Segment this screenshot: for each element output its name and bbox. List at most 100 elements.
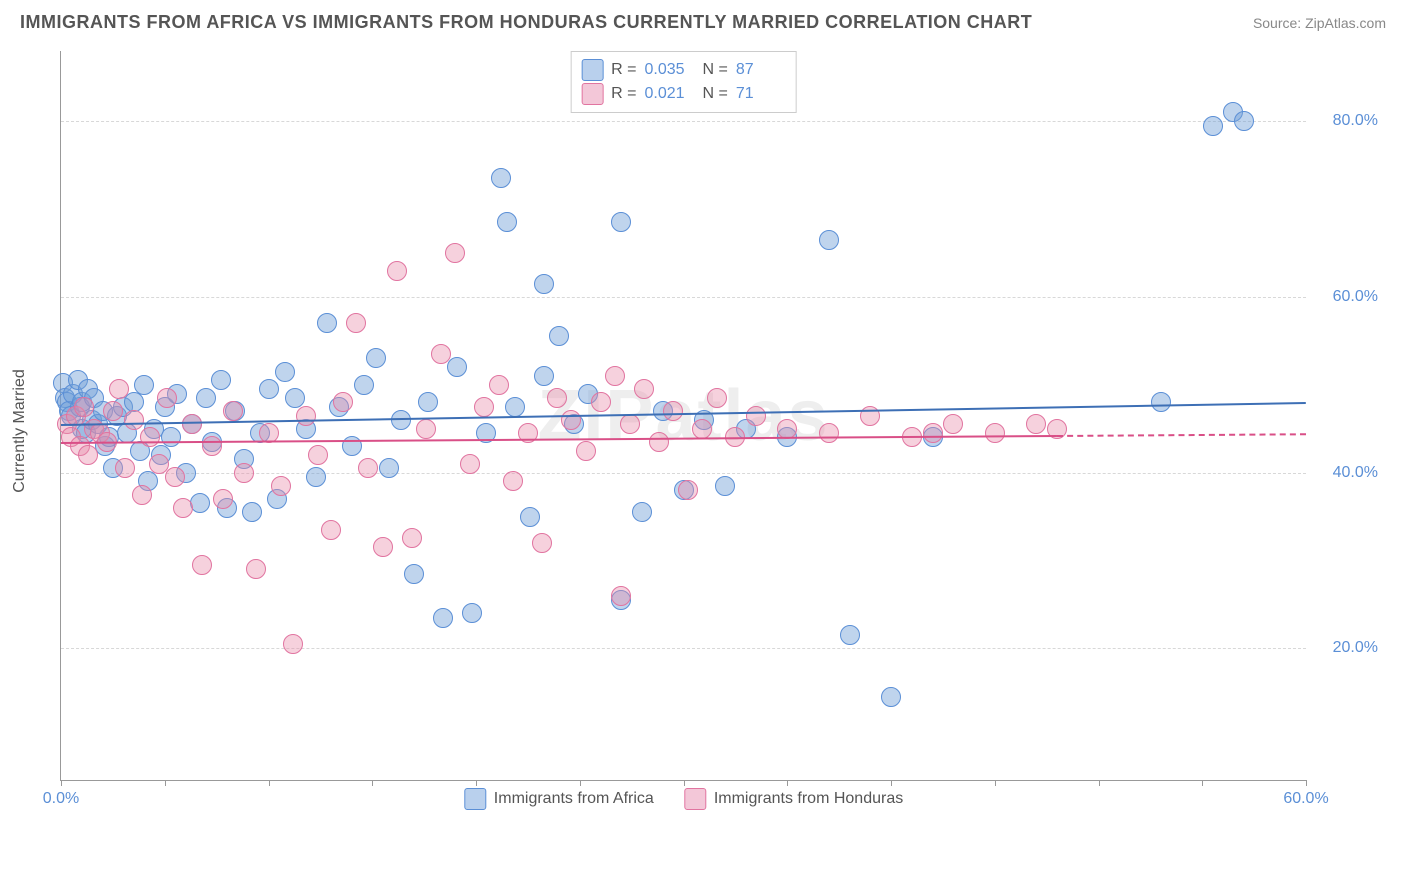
scatter-point	[474, 397, 494, 417]
x-tick	[1202, 780, 1203, 786]
series-legend: Immigrants from AfricaImmigrants from Ho…	[464, 788, 903, 810]
x-tick-label: 60.0%	[1283, 790, 1328, 808]
scatter-point	[620, 414, 640, 434]
scatter-point	[611, 586, 631, 606]
scatter-point	[271, 476, 291, 496]
scatter-point	[379, 458, 399, 478]
scatter-point	[246, 559, 266, 579]
chart-container: Currently Married ZIPatlas R =0.035N =87…	[60, 41, 1386, 821]
scatter-point	[1203, 116, 1223, 136]
scatter-point	[632, 502, 652, 522]
scatter-point	[182, 414, 202, 434]
scatter-point	[321, 520, 341, 540]
scatter-point	[881, 687, 901, 707]
scatter-point	[923, 423, 943, 443]
scatter-point	[591, 392, 611, 412]
scatter-point	[534, 274, 554, 294]
x-tick	[580, 780, 581, 786]
legend-row: R = 0.035 N = 87	[581, 58, 786, 82]
scatter-point	[124, 410, 144, 430]
legend-n-prefix: N =	[703, 58, 728, 82]
scatter-point	[692, 419, 712, 439]
scatter-point	[202, 436, 222, 456]
legend-r-prefix: R =	[611, 58, 636, 82]
scatter-point	[140, 427, 160, 447]
gridline	[61, 121, 1306, 122]
scatter-point	[840, 625, 860, 645]
scatter-point	[561, 410, 581, 430]
scatter-point	[549, 326, 569, 346]
legend-swatch	[581, 83, 603, 105]
series-name: Immigrants from Africa	[494, 790, 654, 808]
scatter-point	[333, 392, 353, 412]
scatter-point	[149, 454, 169, 474]
scatter-point	[707, 388, 727, 408]
legend-swatch	[581, 59, 603, 81]
scatter-point	[576, 441, 596, 461]
scatter-point	[165, 467, 185, 487]
scatter-point	[283, 634, 303, 654]
scatter-point	[663, 401, 683, 421]
trend-line	[61, 402, 1306, 426]
x-tick	[891, 780, 892, 786]
chart-header: IMMIGRANTS FROM AFRICA VS IMMIGRANTS FRO…	[0, 0, 1406, 41]
x-tick	[476, 780, 477, 786]
scatter-point	[445, 243, 465, 263]
scatter-point	[211, 370, 231, 390]
scatter-point	[192, 555, 212, 575]
x-tick-label: 0.0%	[43, 790, 79, 808]
y-axis-label: Currently Married	[11, 369, 29, 493]
scatter-point	[223, 401, 243, 421]
scatter-point	[358, 458, 378, 478]
y-tick-label: 20.0%	[1333, 639, 1378, 657]
scatter-point	[505, 397, 525, 417]
legend-n-prefix: N =	[703, 82, 728, 106]
source-prefix: Source:	[1253, 15, 1305, 31]
y-tick-label: 60.0%	[1333, 288, 1378, 306]
scatter-point	[985, 423, 1005, 443]
scatter-point	[161, 427, 181, 447]
legend-r-value: 0.035	[645, 58, 695, 82]
scatter-point	[132, 485, 152, 505]
scatter-point	[431, 344, 451, 364]
scatter-point	[296, 406, 316, 426]
scatter-point	[416, 419, 436, 439]
x-tick	[269, 780, 270, 786]
scatter-point	[134, 375, 154, 395]
trend-line	[1057, 433, 1306, 437]
scatter-point	[196, 388, 216, 408]
scatter-point	[317, 313, 337, 333]
x-tick	[995, 780, 996, 786]
x-tick	[684, 780, 685, 786]
scatter-point	[354, 375, 374, 395]
scatter-point	[678, 480, 698, 500]
y-tick-label: 80.0%	[1333, 112, 1378, 130]
x-tick	[61, 780, 62, 786]
scatter-point	[460, 454, 480, 474]
scatter-point	[462, 603, 482, 623]
scatter-point	[547, 388, 567, 408]
series-legend-item: Immigrants from Africa	[464, 788, 654, 810]
scatter-point	[634, 379, 654, 399]
scatter-point	[308, 445, 328, 465]
scatter-point	[373, 537, 393, 557]
scatter-point	[447, 357, 467, 377]
legend-n-value: 87	[736, 58, 786, 82]
scatter-point	[234, 463, 254, 483]
scatter-point	[860, 406, 880, 426]
correlation-legend: R =0.035N =87R =0.021N =71	[570, 51, 797, 113]
scatter-point	[366, 348, 386, 368]
source-link[interactable]: ZipAtlas.com	[1305, 15, 1386, 31]
scatter-point	[402, 528, 422, 548]
scatter-point	[213, 489, 233, 509]
scatter-point	[346, 313, 366, 333]
legend-r-value: 0.021	[645, 82, 695, 106]
x-tick	[787, 780, 788, 786]
scatter-point	[418, 392, 438, 412]
scatter-point	[943, 414, 963, 434]
gridline	[61, 297, 1306, 298]
scatter-point	[74, 397, 94, 417]
scatter-point	[503, 471, 523, 491]
scatter-point	[173, 498, 193, 518]
scatter-point	[520, 507, 540, 527]
